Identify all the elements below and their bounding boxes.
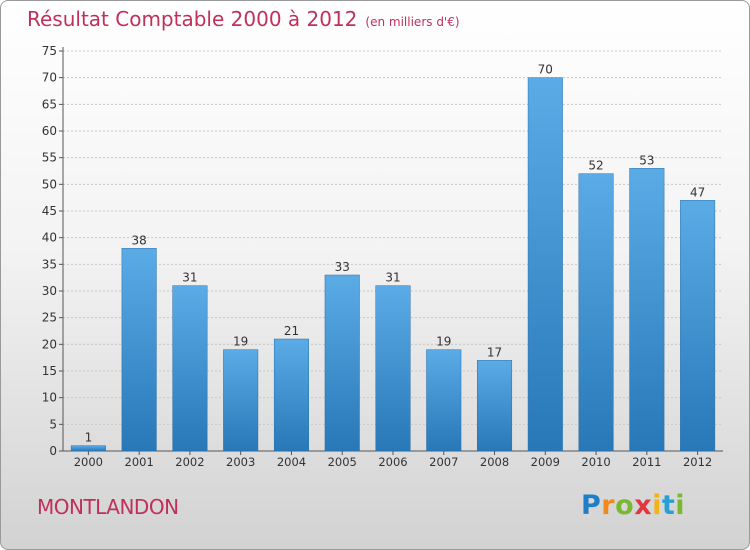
data-label-2012: 47 <box>690 185 705 199</box>
x-tick-label-2006: 2006 <box>378 455 407 469</box>
x-tick-label-2007: 2007 <box>429 455 458 469</box>
data-label-2007: 19 <box>436 335 451 349</box>
x-tick-label-2003: 2003 <box>226 455 255 469</box>
logo-letter: o <box>615 490 635 521</box>
bar-2009 <box>527 77 563 452</box>
bar-2001 <box>121 248 157 452</box>
bar-2010 <box>578 173 614 452</box>
bar-2003 <box>223 349 259 452</box>
x-tick-label-2009: 2009 <box>531 455 560 469</box>
x-tick-label-2008: 2008 <box>480 455 509 469</box>
bar-2007 <box>426 349 462 452</box>
x-tick-label-2000: 2000 <box>74 455 103 469</box>
logo-letter: P <box>581 490 602 521</box>
bar-2011 <box>629 168 665 452</box>
bar-2008 <box>477 360 513 452</box>
bar-2004 <box>273 338 309 452</box>
y-tick-label: 45 <box>42 204 57 218</box>
logo-letter: x <box>634 490 653 521</box>
y-tick-label: 40 <box>42 231 57 245</box>
bar-2002 <box>172 285 208 452</box>
x-tick-label-2002: 2002 <box>175 455 204 469</box>
y-tick-label: 65 <box>42 97 57 111</box>
data-label-2005: 33 <box>335 260 350 274</box>
data-label-2008: 17 <box>487 345 502 359</box>
y-tick-label: 75 <box>42 44 57 58</box>
y-tick-label: 10 <box>42 391 57 405</box>
bar-2012 <box>680 200 716 452</box>
bars <box>70 77 716 452</box>
y-tick-label: 20 <box>42 337 57 351</box>
x-tick-label-2012: 2012 <box>683 455 712 469</box>
x-tick-label-2004: 2004 <box>277 455 306 469</box>
bar-2000 <box>70 445 106 452</box>
x-tick-label-2001: 2001 <box>125 455 154 469</box>
y-tick-label: 25 <box>42 311 57 325</box>
data-label-2003: 19 <box>233 335 248 349</box>
logo-letter: i <box>652 490 662 521</box>
bar-2006 <box>375 285 411 452</box>
data-label-2011: 53 <box>639 153 654 167</box>
data-label-2006: 31 <box>385 271 400 285</box>
y-tick-label: 35 <box>42 257 57 271</box>
y-tick-label: 70 <box>42 71 57 85</box>
y-tick-label: 50 <box>42 177 57 191</box>
x-tick-label-2010: 2010 <box>581 455 610 469</box>
proxiti-logo[interactable]: Proxiti <box>581 490 685 521</box>
x-tick-label-2005: 2005 <box>328 455 357 469</box>
data-labels: 1 38 31 19 21 33 31 19 17 70 52 53 47 <box>85 63 706 445</box>
data-label-2010: 52 <box>588 159 603 173</box>
y-tick-label: 55 <box>42 151 57 165</box>
data-label-2002: 31 <box>182 271 197 285</box>
chart-title: Résultat Comptable 2000 à 2012 (en millie… <box>27 7 460 31</box>
commune-name: MONTLANDON <box>37 495 179 519</box>
data-label-2000: 1 <box>85 431 93 445</box>
x-tick-label-2011: 2011 <box>632 455 661 469</box>
data-label-2001: 38 <box>132 233 147 247</box>
logo-letter: i <box>675 490 686 521</box>
y-tick-label: 15 <box>42 364 57 378</box>
data-label-2009: 70 <box>538 63 553 77</box>
y-tick-label: 30 <box>42 284 57 298</box>
logo-letter: t <box>661 490 676 521</box>
bar-2005 <box>324 274 360 452</box>
y-tick-label: 5 <box>49 417 57 431</box>
chart-subtitle: (en milliers d'€) <box>365 15 460 29</box>
logo-letter: r <box>601 490 616 521</box>
y-tick-label: 0 <box>49 444 57 458</box>
axes: 0 5 10 15 20 25 30 35 40 45 50 55 60 65 70 75 2000 2001 20… <box>42 44 723 469</box>
y-tick-label: 60 <box>42 124 57 138</box>
data-label-2004: 21 <box>284 324 299 338</box>
